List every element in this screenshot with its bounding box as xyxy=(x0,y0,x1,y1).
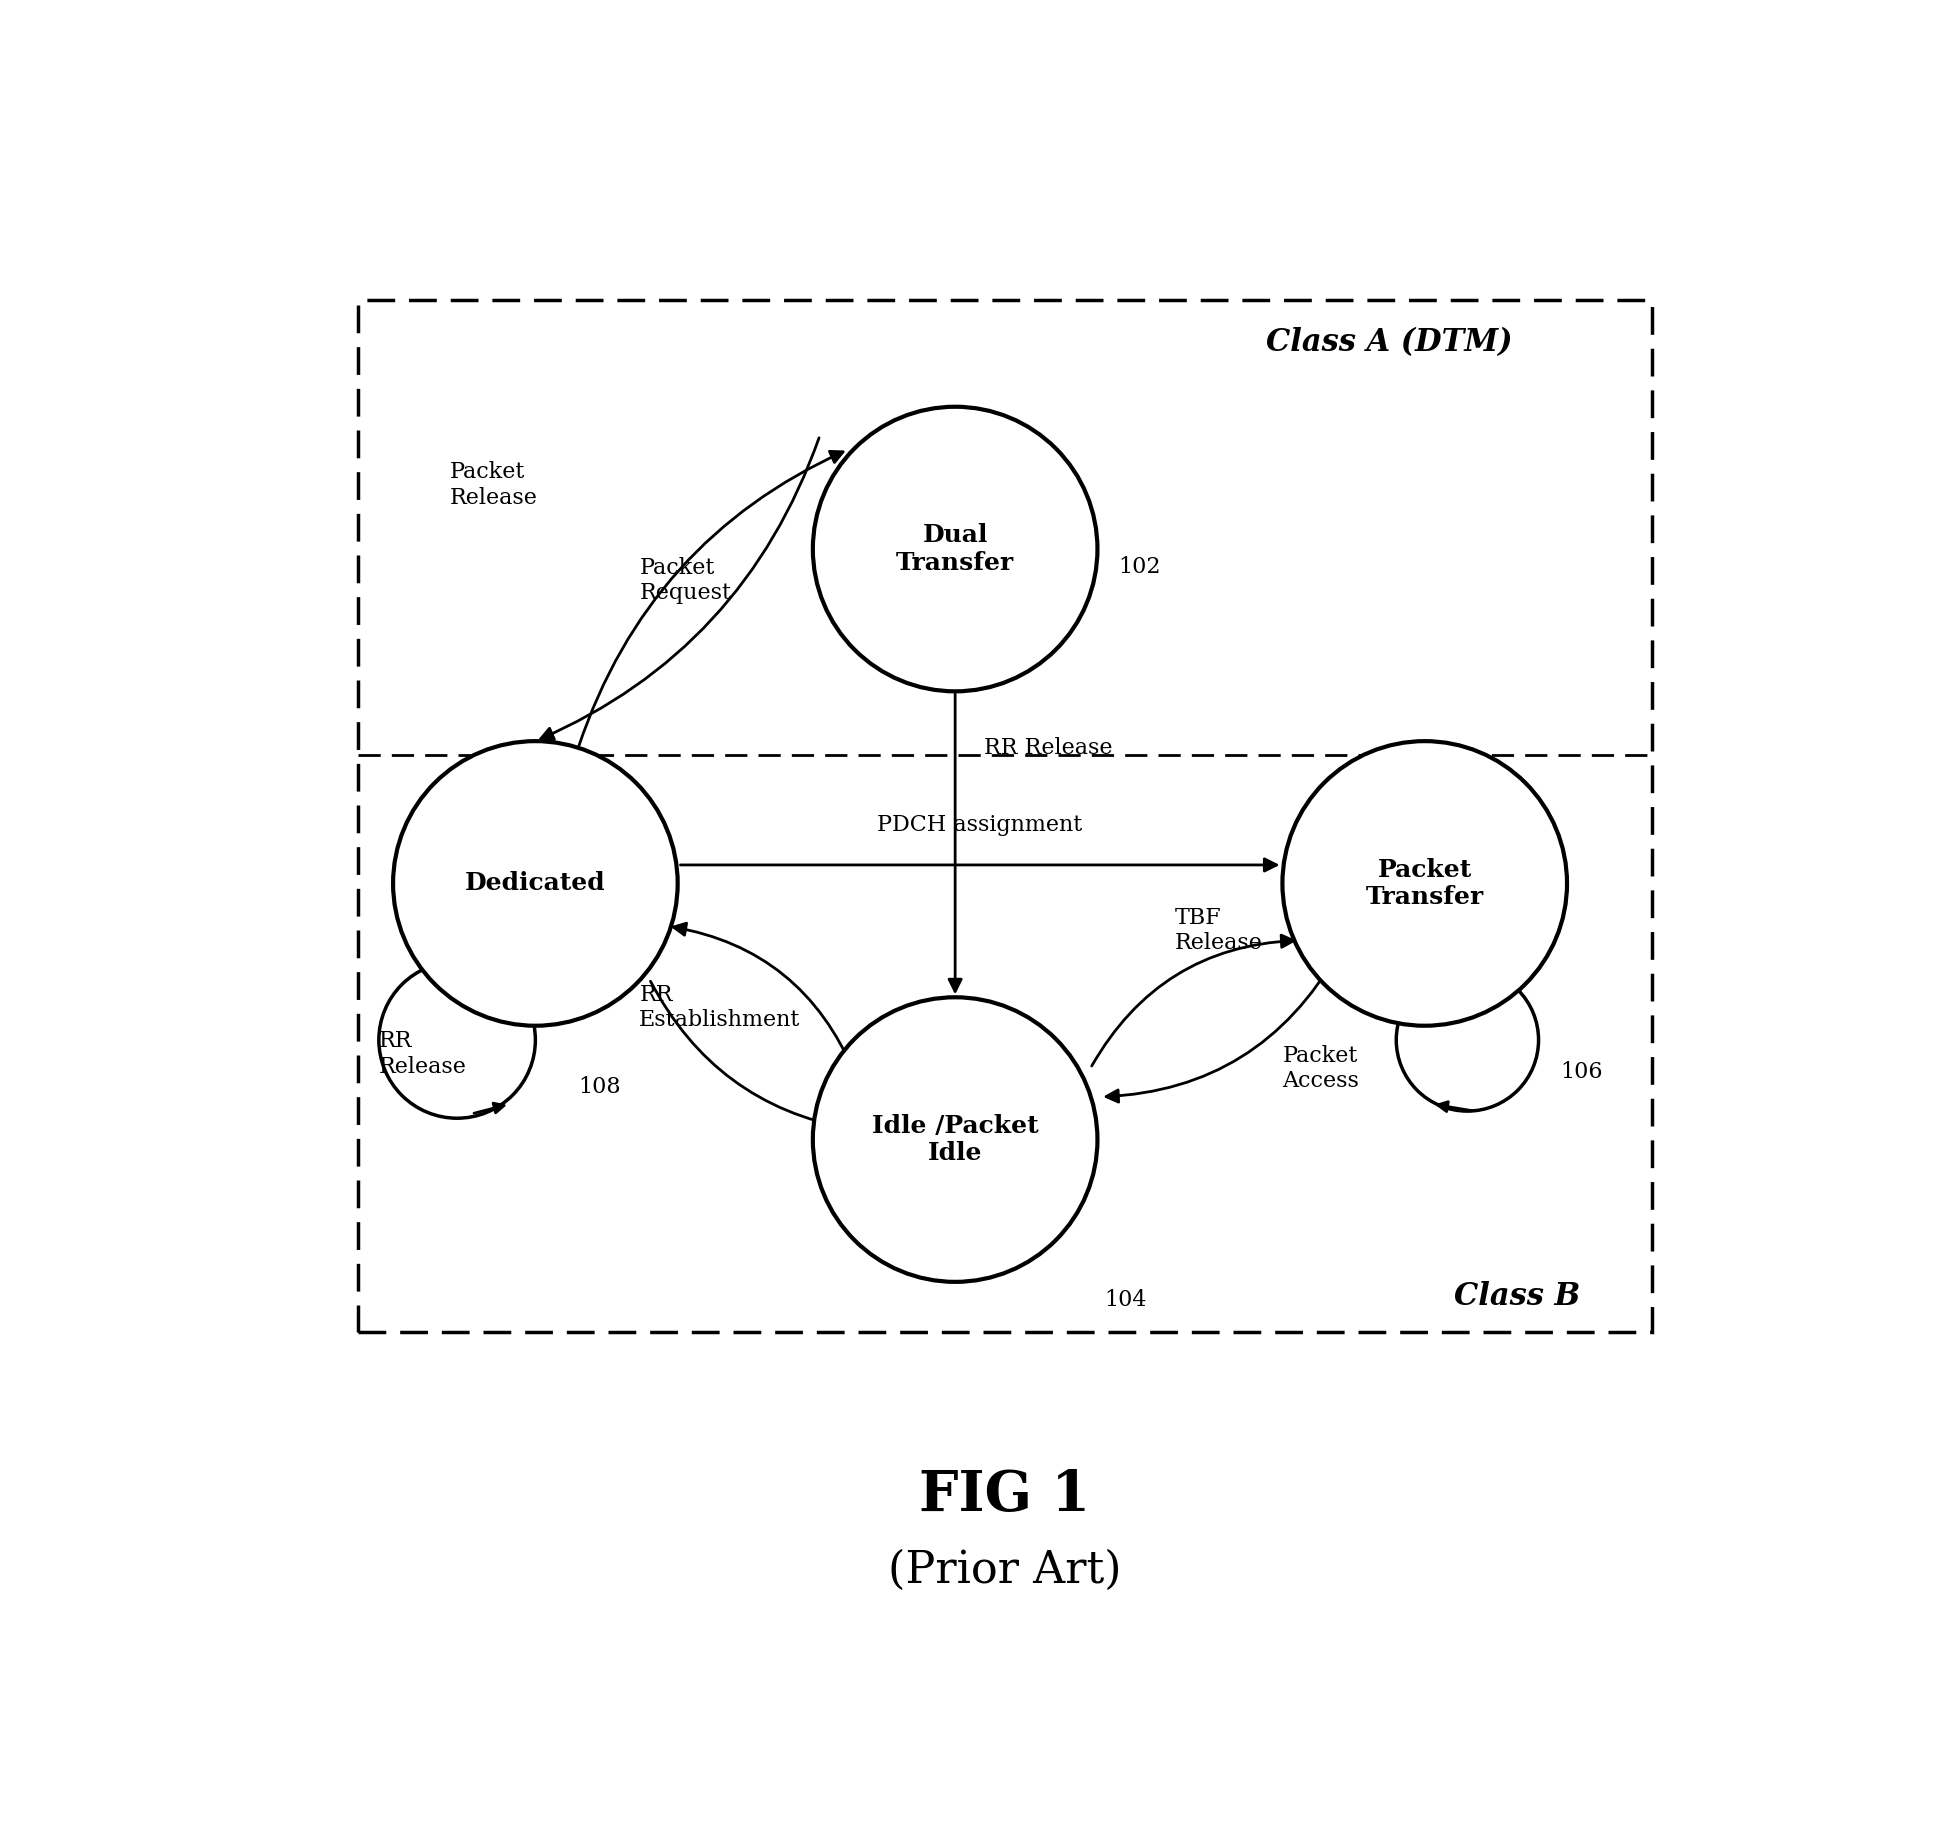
Text: Packet
Request: Packet Request xyxy=(639,556,732,604)
Circle shape xyxy=(812,998,1098,1283)
Text: TBF
Release: TBF Release xyxy=(1174,907,1262,954)
Text: Class B: Class B xyxy=(1454,1281,1581,1312)
FancyArrowPatch shape xyxy=(948,695,962,991)
Text: RR
Establishment: RR Establishment xyxy=(639,983,800,1031)
FancyArrowPatch shape xyxy=(578,451,843,745)
Text: Packet
Release: Packet Release xyxy=(450,462,537,508)
FancyArrowPatch shape xyxy=(1106,954,1338,1101)
FancyArrowPatch shape xyxy=(650,981,849,1133)
Text: RR Release: RR Release xyxy=(983,737,1112,760)
Text: 104: 104 xyxy=(1104,1290,1147,1310)
Text: 102: 102 xyxy=(1120,556,1160,578)
FancyArrowPatch shape xyxy=(541,438,820,739)
Text: Packet
Transfer: Packet Transfer xyxy=(1365,857,1484,909)
Text: PDCH assignment: PDCH assignment xyxy=(876,815,1083,835)
FancyArrowPatch shape xyxy=(680,859,1277,870)
Text: Idle /Packet
Idle: Idle /Packet Idle xyxy=(872,1114,1038,1166)
FancyArrowPatch shape xyxy=(1092,935,1293,1066)
FancyArrowPatch shape xyxy=(674,924,855,1074)
Text: Packet
Access: Packet Access xyxy=(1283,1044,1359,1092)
Text: Dual
Transfer: Dual Transfer xyxy=(896,523,1014,575)
Text: Dedicated: Dedicated xyxy=(465,872,606,896)
Text: RR
Release: RR Release xyxy=(380,1031,467,1077)
Text: Class A (DTM): Class A (DTM) xyxy=(1266,327,1513,359)
Circle shape xyxy=(812,407,1098,691)
Text: FIG 1: FIG 1 xyxy=(919,1467,1090,1523)
Text: (Prior Art): (Prior Art) xyxy=(888,1549,1121,1593)
Bar xyxy=(358,299,1653,1332)
Text: 108: 108 xyxy=(578,1076,621,1098)
Circle shape xyxy=(393,741,678,1026)
Circle shape xyxy=(1283,741,1567,1026)
Text: 106: 106 xyxy=(1560,1061,1602,1083)
